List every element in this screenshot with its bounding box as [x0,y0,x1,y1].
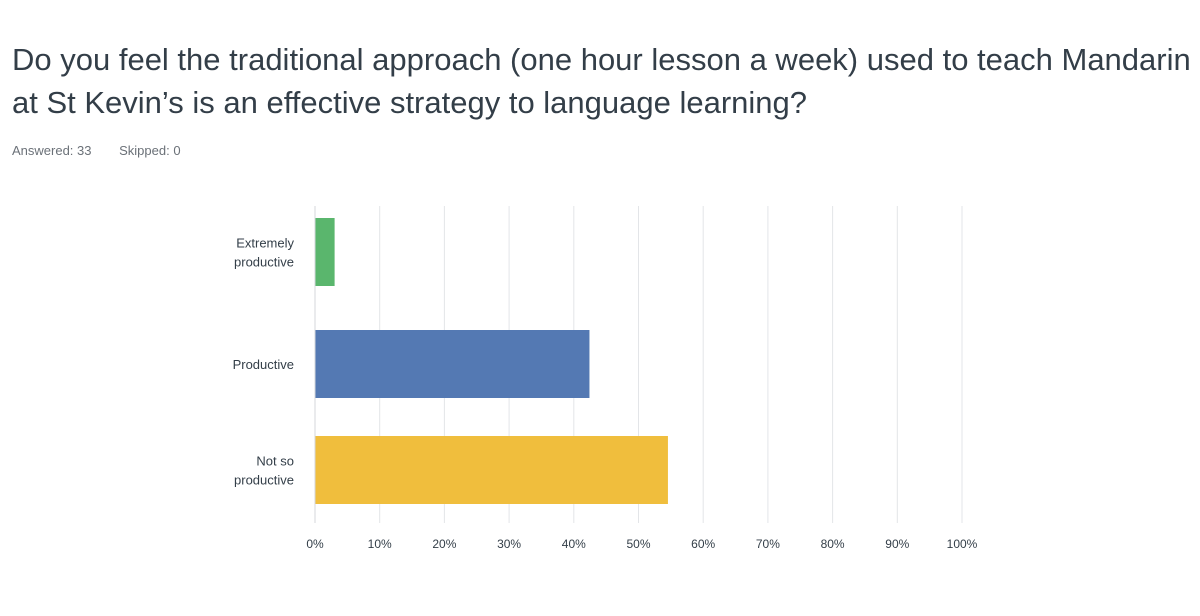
bar-chart: Extremely productive Productive Not so produ… [233,206,978,551]
category-label: Productive [233,357,294,372]
x-tick-label: 0% [306,537,324,551]
answered-count: Answered: 33 [12,143,92,158]
category-label: Extremely productive [234,236,294,270]
x-tick-label: 60% [691,537,715,551]
skipped-count: Skipped: 0 [119,143,181,158]
x-tick-label: 80% [821,537,845,551]
bar [315,218,335,286]
x-tick-label: 10% [368,537,392,551]
bar [315,436,668,504]
x-tick-label: 100% [947,537,978,551]
x-tick-label: 30% [497,537,521,551]
bar [315,330,590,398]
category-label: Not so productive [234,454,294,488]
response-stats: Answered: 33 Skipped: 0 [12,143,205,158]
x-tick-label: 20% [432,537,456,551]
question-title: Do you feel the traditional approach (on… [12,42,1191,120]
x-tick-label: 50% [626,537,650,551]
x-tick-label: 70% [756,537,780,551]
x-tick-label: 40% [562,537,586,551]
x-tick-label: 90% [885,537,909,551]
